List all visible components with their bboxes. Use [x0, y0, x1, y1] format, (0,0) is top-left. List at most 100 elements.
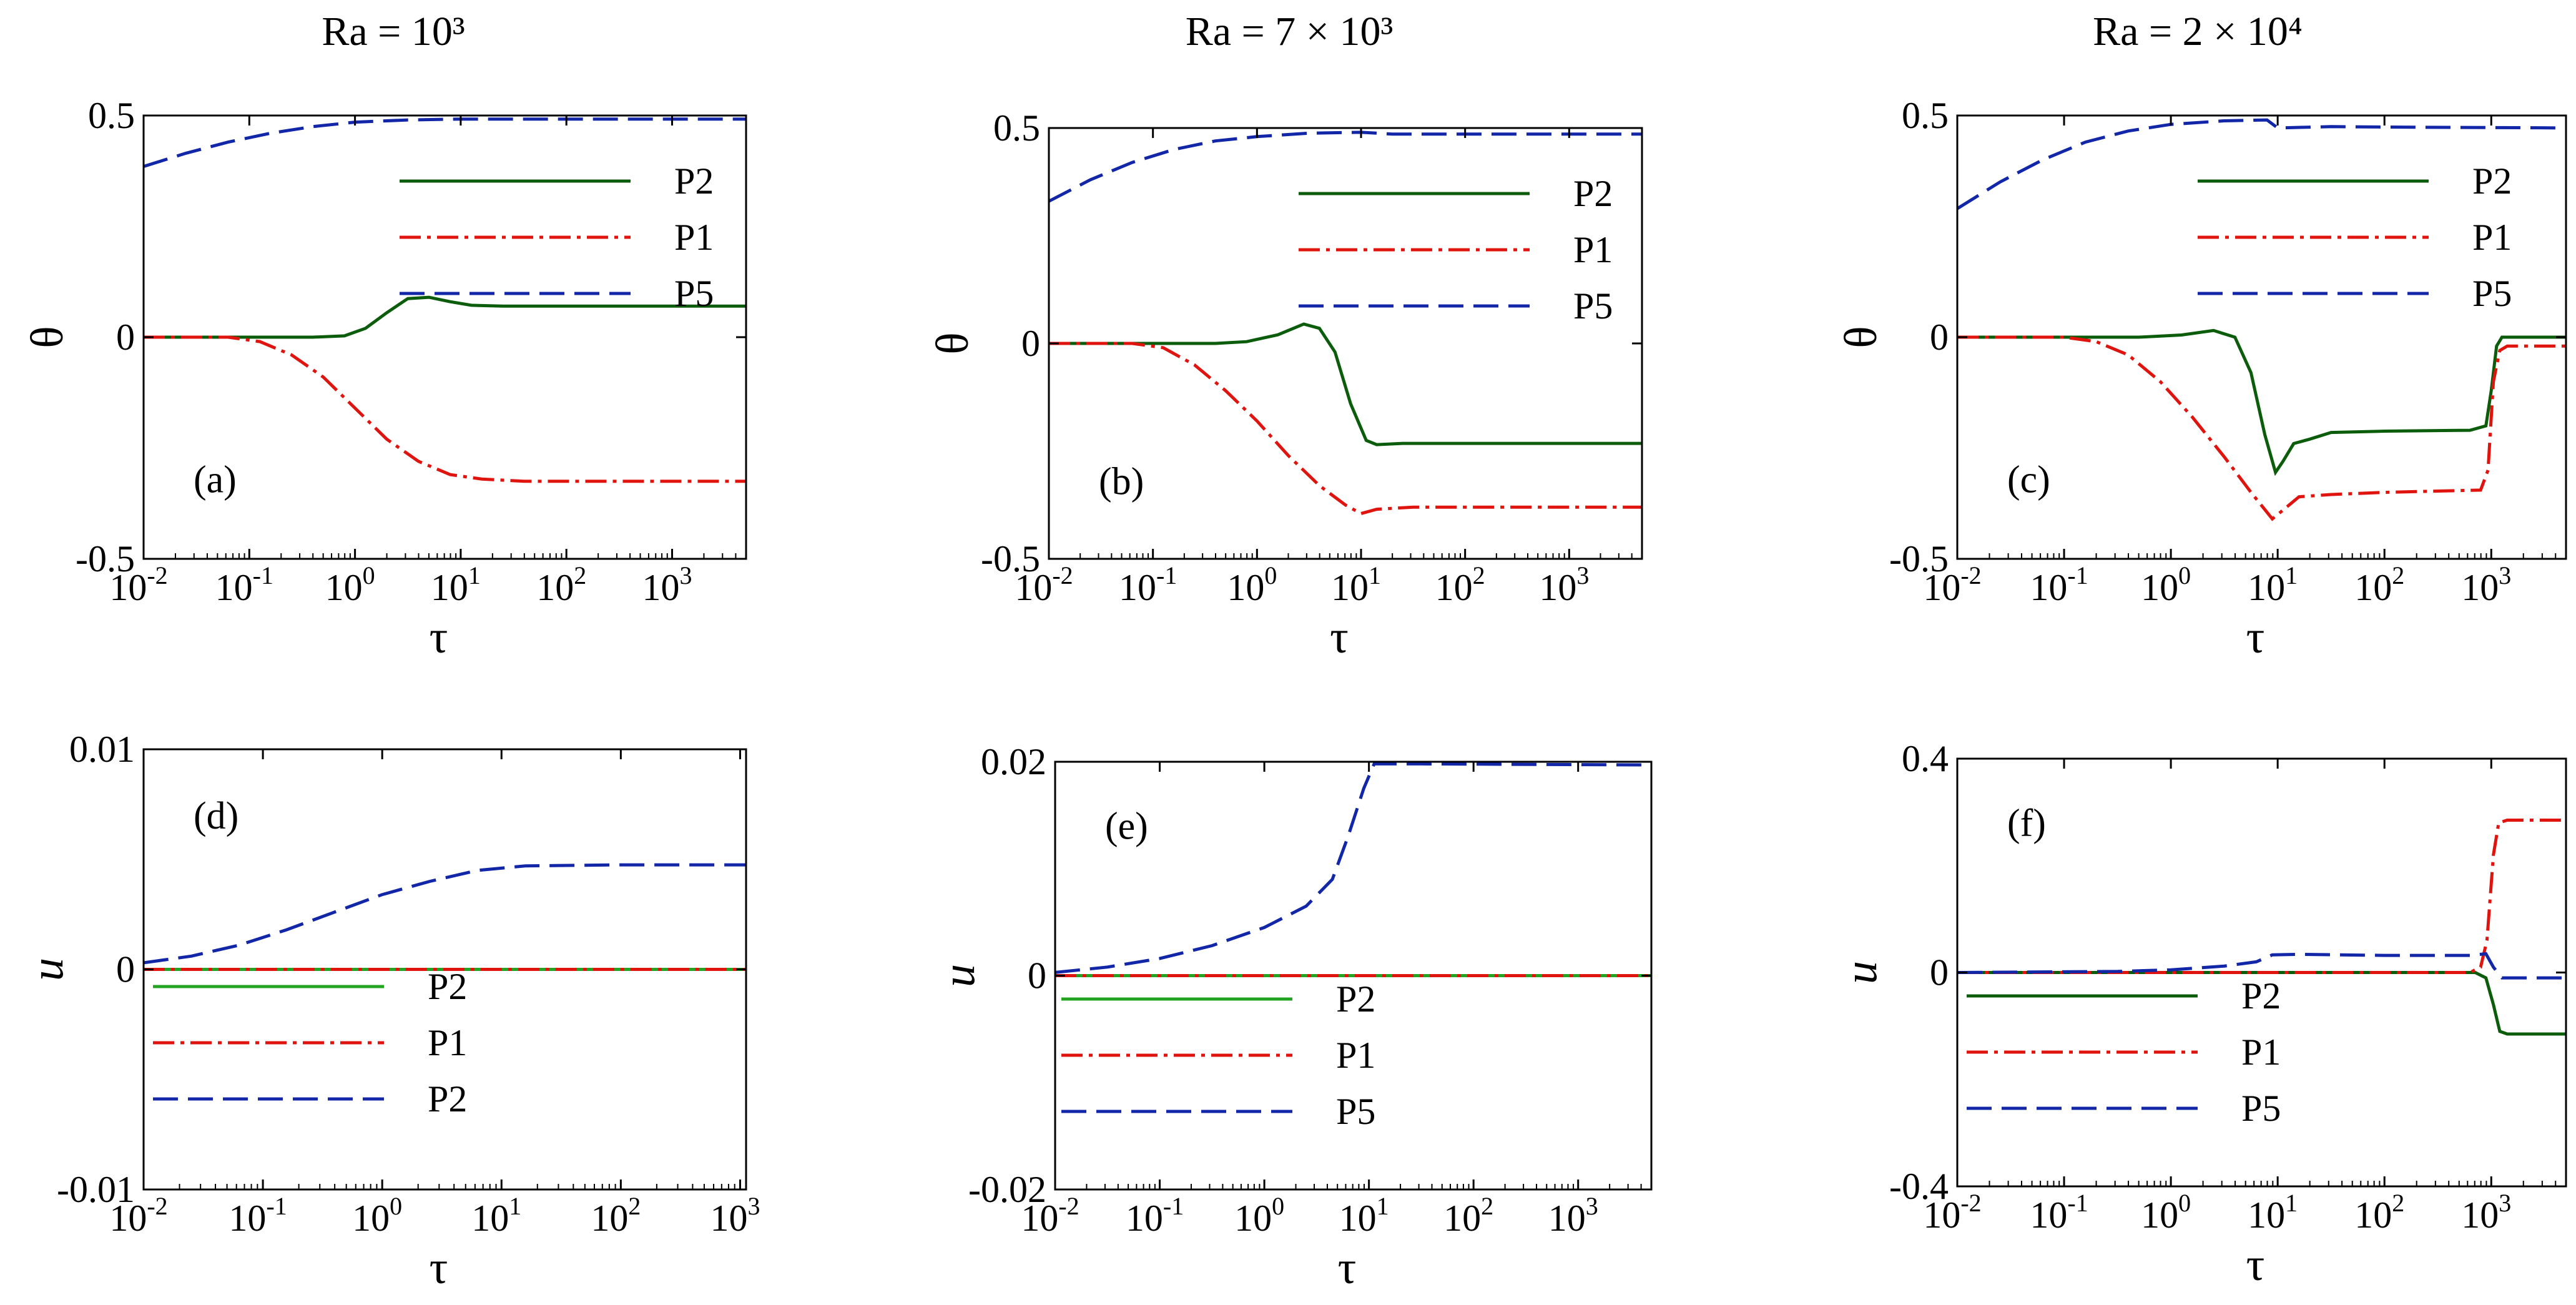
series-line-p1-1 [144, 335, 746, 483]
x-tick-base: 10 [1548, 1198, 1586, 1239]
x-tick-base: 10 [710, 1198, 747, 1239]
legend-label: P5 [674, 273, 714, 314]
x-tick-label: 100 [352, 1192, 402, 1239]
x-tick-label: 101 [471, 1192, 521, 1239]
x-tick-label: 103 [1539, 561, 1589, 608]
x-tick-base: 10 [2141, 1194, 2178, 1236]
series-line-p1-1 [1957, 819, 2566, 974]
y-tick-label: 0 [116, 949, 135, 990]
x-tick-base: 10 [1234, 1198, 1272, 1239]
x-tick-exponent: 3 [1576, 561, 1589, 589]
x-tick-label: 102 [1435, 561, 1485, 608]
x-tick-base: 10 [1539, 567, 1576, 608]
y-tick-label: 0.5 [993, 107, 1040, 149]
series-line-p2-0 [1049, 322, 1642, 446]
column-title-2: Ra = 7 × 10³ [1186, 9, 1394, 54]
x-tick-label: 102 [536, 561, 586, 608]
y-tick-label: -0.4 [1889, 1166, 1949, 1207]
x-tick-exponent: -2 [147, 1192, 167, 1220]
x-tick-exponent: -1 [1156, 561, 1177, 589]
panel-label: (f) [2007, 802, 2046, 844]
y-tick-label: 0.01 [69, 729, 135, 770]
series-line-p2-0 [1957, 328, 2566, 476]
y-axis-label: θ [1836, 326, 1887, 348]
series-line-p1-1 [1957, 335, 2566, 521]
legend-label: P1 [2472, 217, 2512, 258]
x-tick-label: 100 [2141, 1189, 2191, 1236]
legend-label: P5 [1573, 285, 1613, 327]
y-tick-label: -0.5 [981, 538, 1040, 579]
y-axis-label: u [22, 958, 73, 981]
x-tick-exponent: -2 [1960, 1189, 1981, 1217]
legend-label: P2 [674, 160, 714, 202]
x-tick-base: 10 [1923, 1194, 1960, 1236]
x-tick-exponent: -1 [1163, 1192, 1184, 1220]
x-tick-base: 10 [2030, 567, 2067, 608]
x-tick-base: 10 [1015, 567, 1052, 608]
x-tick-exponent: 1 [1369, 561, 1381, 589]
x-tick-base: 10 [1021, 1198, 1058, 1239]
x-tick-exponent: 1 [509, 1192, 521, 1220]
x-tick-exponent: 0 [1272, 1192, 1284, 1220]
y-tick-label: 0 [116, 317, 135, 358]
x-axis-label: τ [2246, 612, 2265, 663]
x-tick-base: 10 [1331, 567, 1369, 608]
x-tick-label: 10-2 [109, 561, 167, 608]
x-tick-base: 10 [1227, 567, 1264, 608]
y-axis-label: θ [22, 326, 73, 348]
series-line-p1-1 [1049, 342, 1642, 516]
legend-label: P1 [1573, 229, 1613, 270]
x-tick-label: 103 [2461, 561, 2511, 608]
series-line-p5-2 [1049, 130, 1642, 203]
x-tick-exponent: 3 [747, 1192, 760, 1220]
x-tick-base: 10 [2141, 567, 2178, 608]
x-tick-exponent: 3 [2499, 1189, 2511, 1217]
panel-label: (a) [194, 459, 237, 501]
x-tick-base: 10 [536, 567, 574, 608]
series-line-p5-2 [144, 117, 746, 168]
x-tick-label: 103 [2461, 1189, 2511, 1236]
x-tick-exponent: -1 [266, 1192, 287, 1220]
y-tick-label: -0.02 [968, 1169, 1046, 1210]
x-tick-label: 10-1 [215, 561, 273, 608]
legend-label: P1 [428, 1022, 467, 1063]
y-tick-label: 0.4 [1902, 738, 1949, 779]
x-tick-base: 10 [2030, 1194, 2067, 1236]
panel-label: (c) [2007, 459, 2050, 501]
x-tick-label: 101 [2248, 1189, 2298, 1236]
legend-label: P2 [1573, 173, 1613, 214]
x-tick-base: 10 [1443, 1198, 1481, 1239]
legend-label: P5 [2472, 273, 2512, 314]
legend-label: P2 [1336, 978, 1375, 1020]
panel-label: (b) [1099, 461, 1144, 503]
x-tick-exponent: 3 [679, 561, 692, 589]
x-tick-label: 102 [2354, 1189, 2404, 1236]
x-tick-base: 10 [2354, 1194, 2392, 1236]
x-axis-label: τ [430, 1243, 448, 1294]
legend-label: P2 [428, 1078, 467, 1120]
x-tick-base: 10 [109, 1198, 147, 1239]
x-tick-base: 10 [325, 567, 363, 608]
x-tick-label: 102 [1443, 1192, 1493, 1239]
x-tick-base: 10 [229, 1198, 266, 1239]
y-tick-label: 0.5 [1902, 95, 1949, 136]
x-tick-label: 100 [2141, 561, 2191, 608]
x-tick-exponent: -1 [253, 561, 273, 589]
x-tick-exponent: -2 [1960, 561, 1981, 589]
x-tick-base: 10 [109, 567, 147, 608]
y-tick-label: 0 [1930, 317, 1949, 358]
x-tick-label: 10-2 [1923, 1189, 1981, 1236]
x-tick-label: 101 [2248, 561, 2298, 608]
x-tick-label: 103 [1548, 1192, 1598, 1239]
legend-label: P1 [674, 217, 714, 258]
x-tick-exponent: 2 [1473, 561, 1485, 589]
panel-label: (e) [1105, 805, 1148, 847]
x-tick-exponent: 2 [2392, 1189, 2404, 1217]
y-axis-label: u [933, 964, 985, 987]
x-tick-label: 102 [591, 1192, 641, 1239]
x-tick-base: 10 [591, 1198, 628, 1239]
x-tick-exponent: -2 [1052, 561, 1073, 589]
x-tick-exponent: 1 [468, 561, 481, 589]
